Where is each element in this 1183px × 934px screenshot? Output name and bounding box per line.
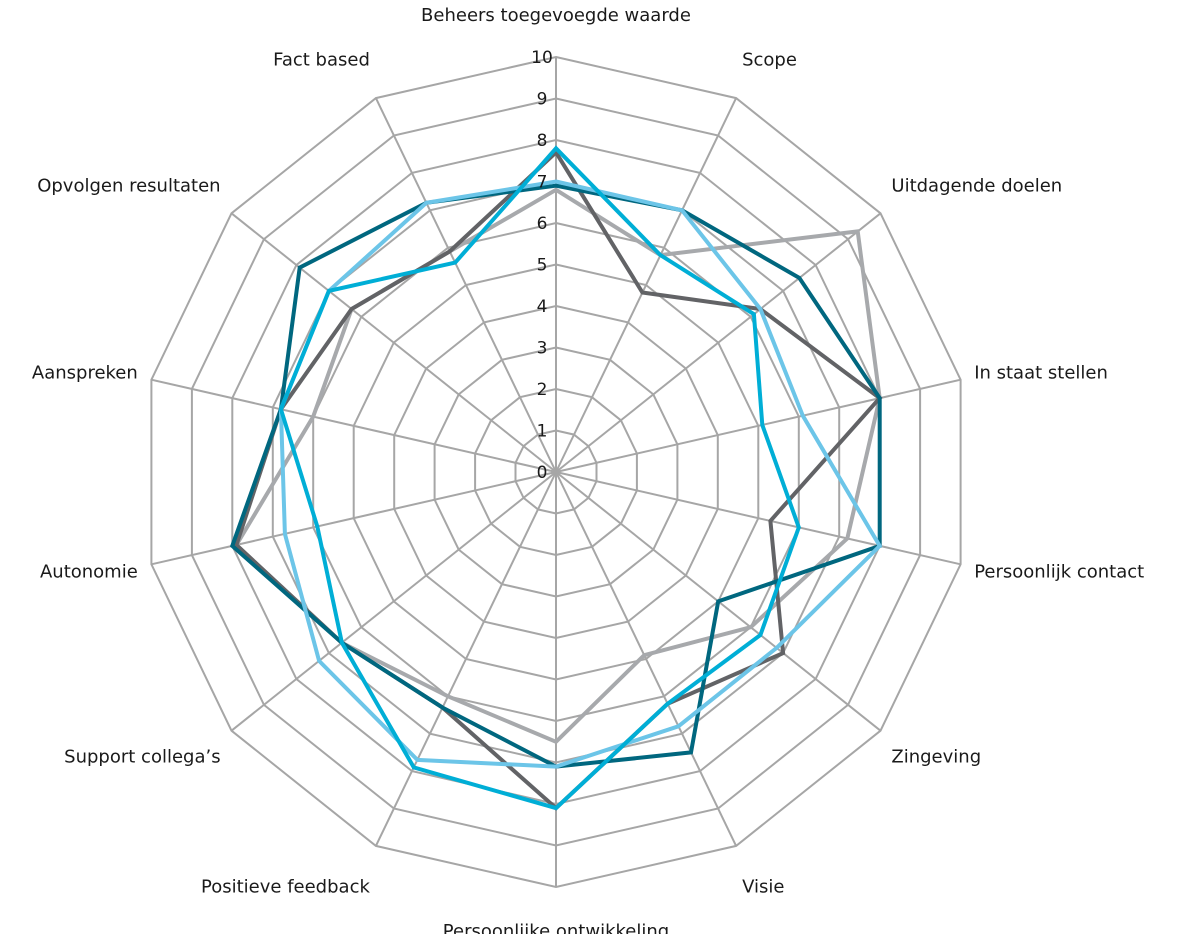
category-label: Scope <box>742 49 797 70</box>
series-line-5 <box>278 145 801 811</box>
category-label: Opvolgen resultaten <box>37 175 220 196</box>
grid <box>150 55 962 889</box>
tick-label: 10 <box>531 48 553 68</box>
grid-spoke <box>555 378 961 473</box>
grid-spoke <box>230 471 557 732</box>
tick-labels: 0 1 2 3 4 5 6 7 8 9 10 <box>531 48 553 483</box>
grid-spoke <box>555 471 961 566</box>
tick-label: 2 <box>537 380 548 400</box>
category-label: Autonomie <box>40 562 138 583</box>
category-label: Uitdagende doelen <box>891 175 1062 196</box>
category-label: Positieve feedback <box>201 877 370 898</box>
series-line-1 <box>233 187 882 745</box>
tick-label: 3 <box>537 339 548 359</box>
tick-label: 9 <box>537 90 548 110</box>
grid-spoke <box>151 471 557 566</box>
category-label: In staat stellen <box>974 363 1108 384</box>
tick-label: 1 <box>537 422 548 442</box>
grid-spoke <box>230 212 557 473</box>
category-label: Visie <box>742 877 784 898</box>
grid-spoke <box>555 471 738 847</box>
tick-label: 5 <box>537 256 548 276</box>
category-label: Persoonlijke ontwikkeling <box>443 921 669 934</box>
tick-label: 0 <box>537 463 548 483</box>
grid-spoke <box>555 97 738 473</box>
category-label: Beheers toegevoegde waarde <box>421 5 691 26</box>
category-label: Support collega’s <box>64 747 220 768</box>
tick-label: 8 <box>537 131 548 151</box>
category-label: Fact based <box>273 49 370 70</box>
tick-label: 7 <box>537 173 548 193</box>
category-label: Aanspreken <box>32 363 138 384</box>
grid-spoke <box>555 212 882 473</box>
grid-spoke <box>374 97 557 473</box>
axis-labels: Beheers toegevoegde waarde Scope Uitdagend… <box>32 5 1144 934</box>
category-label: Persoonlijk contact <box>974 562 1144 583</box>
category-label: Zingeving <box>891 747 981 768</box>
tick-label: 4 <box>537 297 548 317</box>
series-group <box>229 145 883 811</box>
grid-spoke <box>151 378 557 473</box>
tick-label: 6 <box>537 214 548 234</box>
grid-spoke <box>374 471 557 847</box>
